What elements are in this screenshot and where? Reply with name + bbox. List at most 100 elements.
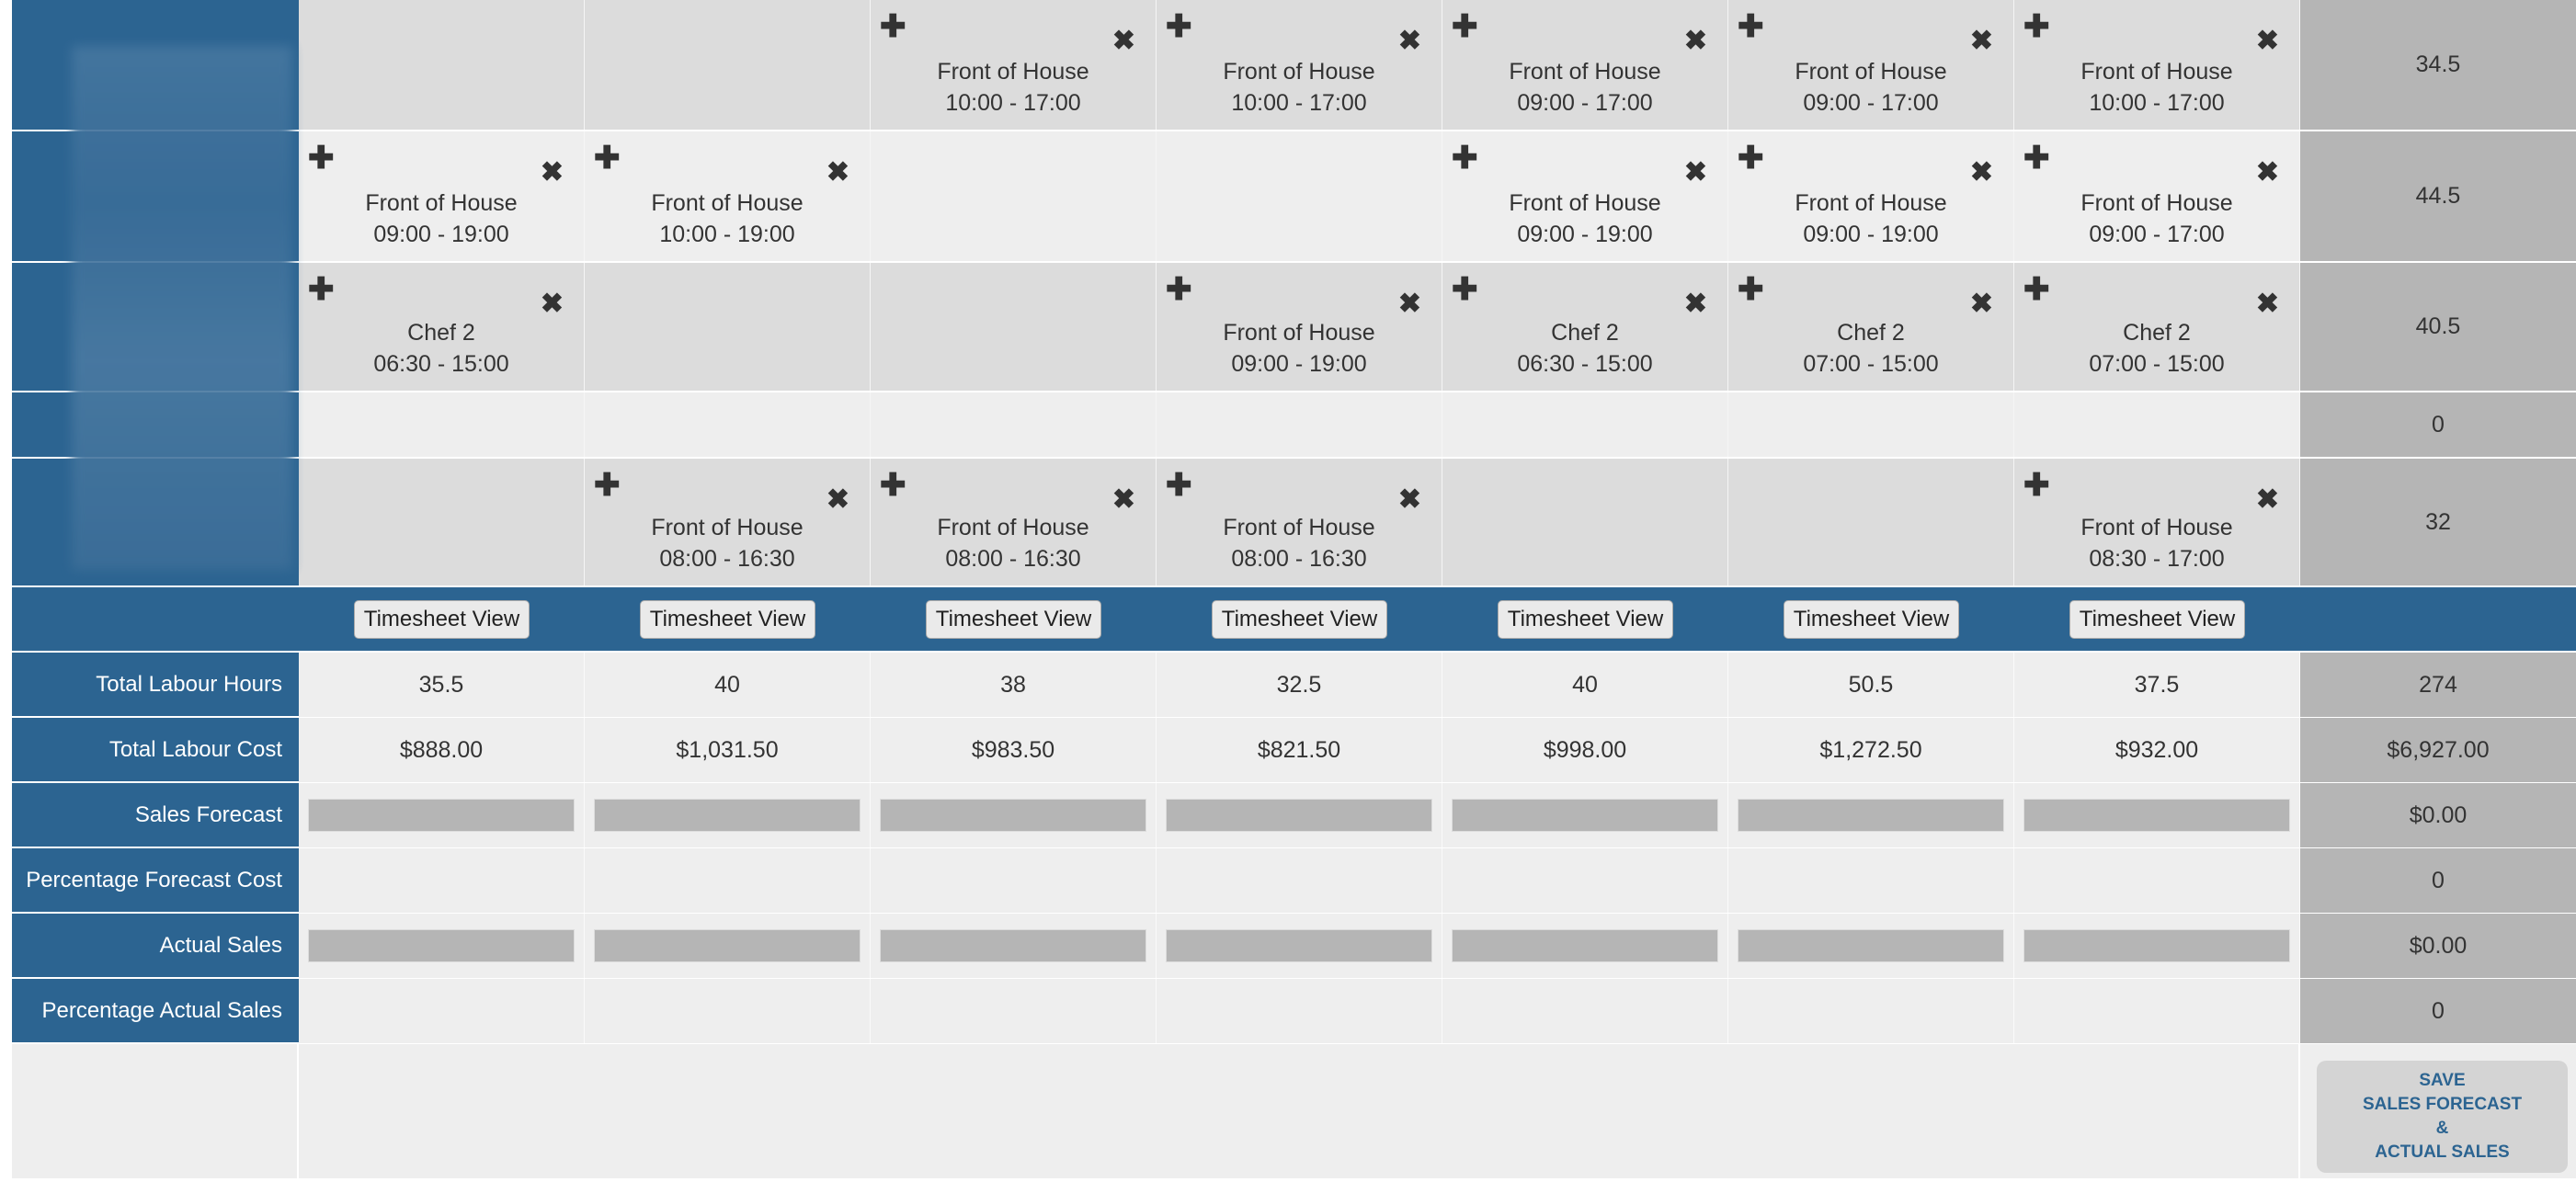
close-icon[interactable]: ✖ <box>1111 484 1135 515</box>
shift[interactable]: Front of House 10:00 - 17:00 <box>1157 56 1442 119</box>
actual-sales-input[interactable] <box>1738 929 2004 962</box>
shift[interactable]: Front of House 09:00 - 19:00 <box>1442 188 1727 250</box>
summary-total: 0 <box>2300 979 2576 1043</box>
close-icon[interactable]: ✖ <box>1969 289 1993 319</box>
sales-forecast-input[interactable] <box>1452 799 1718 832</box>
summary-value: $888.00 <box>399 736 484 763</box>
close-icon[interactable]: ✖ <box>540 157 564 188</box>
plus-icon[interactable]: ✚ <box>1738 141 1764 176</box>
shift[interactable]: Front of House 08:00 - 16:30 <box>871 512 1156 574</box>
plus-icon[interactable]: ✚ <box>1738 272 1764 307</box>
actual-sales-input[interactable] <box>880 929 1146 962</box>
sales-forecast-input[interactable] <box>1166 799 1432 832</box>
plus-icon[interactable]: ✚ <box>2023 272 2050 307</box>
timesheet-view-button[interactable]: Timesheet View <box>1211 599 1388 639</box>
timesheet-view-button[interactable]: Timesheet View <box>639 599 816 639</box>
plus-icon[interactable]: ✚ <box>1166 272 1192 307</box>
timesheet-view-button[interactable]: Timesheet View <box>1783 599 1960 639</box>
shift[interactable]: Chef 2 06:30 - 15:00 <box>299 317 584 380</box>
plus-icon[interactable]: ✚ <box>594 141 621 176</box>
save-sales-button[interactable]: SAVE SALES FORECAST & ACTUAL SALES <box>2317 1061 2568 1173</box>
shift[interactable]: Chef 2 06:30 - 15:00 <box>1442 317 1727 380</box>
close-icon[interactable]: ✖ <box>2255 289 2279 319</box>
close-icon[interactable]: ✖ <box>1969 157 1993 188</box>
sales-forecast-input[interactable] <box>1738 799 2004 832</box>
actual-sales-input[interactable] <box>2023 929 2290 962</box>
timesheet-view-button[interactable]: Timesheet View <box>925 599 1102 639</box>
close-icon[interactable]: ✖ <box>1397 289 1421 319</box>
timesheet-cell: Timesheet View <box>1442 587 1728 651</box>
close-icon[interactable]: ✖ <box>540 289 564 319</box>
timesheet-view-button[interactable]: Timesheet View <box>1497 599 1674 639</box>
shift[interactable]: Chef 2 07:00 - 15:00 <box>2014 317 2299 380</box>
plus-icon[interactable]: ✚ <box>1166 468 1192 503</box>
shift[interactable]: Front of House 09:00 - 17:00 <box>1728 56 2013 119</box>
sales-forecast-input[interactable] <box>2023 799 2290 832</box>
close-icon[interactable]: ✖ <box>1683 157 1707 188</box>
sales-forecast-input[interactable] <box>308 799 575 832</box>
actual-sales-input[interactable] <box>1452 929 1718 962</box>
plus-icon[interactable]: ✚ <box>1166 9 1192 44</box>
plus-icon[interactable]: ✚ <box>1738 9 1764 44</box>
close-icon[interactable]: ✖ <box>826 157 849 188</box>
plus-icon[interactable]: ✚ <box>308 272 335 307</box>
timesheet-view-button[interactable]: Timesheet View <box>2069 599 2246 639</box>
summary-value: 32.5 <box>1276 671 1322 698</box>
shift[interactable]: Front of House 10:00 - 19:00 <box>585 188 870 250</box>
shift-time: 10:00 - 17:00 <box>1231 90 1367 116</box>
day-cell <box>2014 392 2300 457</box>
summary-cell <box>871 914 1157 978</box>
actual-sales-input[interactable] <box>308 929 575 962</box>
close-icon[interactable]: ✖ <box>1683 289 1707 319</box>
plus-icon[interactable]: ✚ <box>880 468 906 503</box>
plus-icon[interactable]: ✚ <box>2023 468 2050 503</box>
day-cell <box>871 131 1157 261</box>
sales-forecast-input[interactable] <box>594 799 861 832</box>
plus-icon[interactable]: ✚ <box>880 9 906 44</box>
summary-cell <box>871 848 1157 913</box>
summary-cell: $821.50 <box>1157 718 1442 782</box>
summary-cell <box>1157 979 1442 1043</box>
staff-total-hours: 32 <box>2300 459 2576 585</box>
actual-sales-input[interactable] <box>594 929 861 962</box>
plus-icon[interactable]: ✚ <box>594 468 621 503</box>
plus-icon[interactable]: ✚ <box>308 141 335 176</box>
actual-sales-input[interactable] <box>1166 929 1432 962</box>
plus-icon[interactable]: ✚ <box>1452 272 1478 307</box>
day-cell <box>871 263 1157 391</box>
shift[interactable]: Front of House 09:00 - 17:00 <box>2014 188 2299 250</box>
close-icon[interactable]: ✖ <box>1397 26 1421 56</box>
shift[interactable]: Front of House 10:00 - 17:00 <box>2014 56 2299 119</box>
shift-role: Front of House <box>937 515 1089 540</box>
close-icon[interactable]: ✖ <box>1969 26 1993 56</box>
shift-role: Front of House <box>1795 190 1947 216</box>
shift[interactable]: Front of House 09:00 - 19:00 <box>1157 317 1442 380</box>
shift[interactable]: Front of House 08:00 - 16:30 <box>1157 512 1442 574</box>
shift[interactable]: Front of House 08:00 - 16:30 <box>585 512 870 574</box>
close-icon[interactable]: ✖ <box>826 484 849 515</box>
shift-role: Chef 2 <box>1551 320 1619 346</box>
shift[interactable]: Front of House 09:00 - 19:00 <box>299 188 584 250</box>
sales-forecast-input[interactable] <box>880 799 1146 832</box>
shift[interactable]: Front of House 09:00 - 19:00 <box>1728 188 2013 250</box>
day-cell: ✚ ✖ Chef 2 06:30 - 15:00 <box>1442 263 1728 391</box>
close-icon[interactable]: ✖ <box>1111 26 1135 56</box>
close-icon[interactable]: ✖ <box>1683 26 1707 56</box>
plus-icon[interactable]: ✚ <box>1452 141 1478 176</box>
close-icon[interactable]: ✖ <box>2255 26 2279 56</box>
shift[interactable]: Front of House 08:30 - 17:00 <box>2014 512 2299 574</box>
timesheet-view-button[interactable]: Timesheet View <box>353 599 530 639</box>
close-icon[interactable]: ✖ <box>2255 484 2279 515</box>
plus-icon[interactable]: ✚ <box>2023 9 2050 44</box>
day-cell: ✚ ✖ Front of House 10:00 - 17:00 <box>871 0 1157 130</box>
shift[interactable]: Chef 2 07:00 - 15:00 <box>1728 317 2013 380</box>
close-icon[interactable]: ✖ <box>1397 484 1421 515</box>
shift[interactable]: Front of House 09:00 - 17:00 <box>1442 56 1727 119</box>
summary-label: Total Labour Cost <box>12 718 299 782</box>
close-icon[interactable]: ✖ <box>2255 157 2279 188</box>
day-cell: ✚ ✖ Chef 2 06:30 - 15:00 <box>299 263 585 391</box>
plus-icon[interactable]: ✚ <box>2023 141 2050 176</box>
shift-time: 09:00 - 19:00 <box>373 222 509 247</box>
plus-icon[interactable]: ✚ <box>1452 9 1478 44</box>
shift[interactable]: Front of House 10:00 - 17:00 <box>871 56 1156 119</box>
